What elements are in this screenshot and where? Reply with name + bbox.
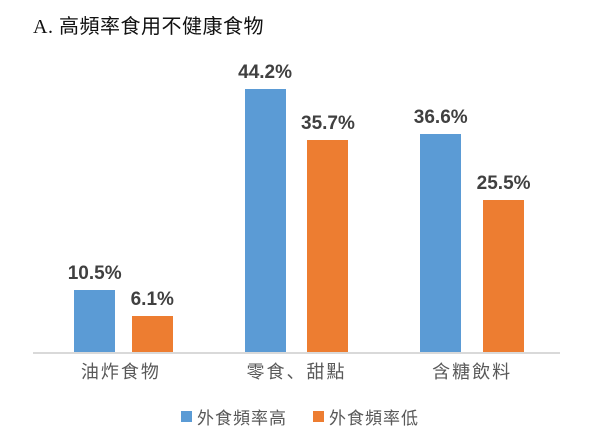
x-axis: 油炸食物 零食、甜點 含糖飲料 [33,358,560,384]
data-label: 25.5% [476,173,531,195]
legend-item: 外食頻率高 [181,404,287,429]
bar-group: 36.6% 25.5% [384,107,560,352]
legend-swatch-icon [313,411,324,422]
bar-column: 44.2% [238,62,292,352]
legend-label: 外食頻率高 [197,409,287,428]
bar [74,290,116,352]
data-label: 6.1% [130,289,174,311]
category-label: 零食、甜點 [246,362,347,382]
bar-column: 6.1% [130,289,174,352]
legend-item: 外食頻率低 [313,404,419,429]
bar [483,200,525,352]
bar-column: 10.5% [67,263,122,352]
legend: 外食頻率高 外食頻率低 [0,404,600,429]
plot-area: 10.5% 6.1% 44.2% 35.7% 36.6% 25.5% [33,52,560,354]
category-label: 含糖飲料 [432,362,513,382]
bar-column: 25.5% [476,173,531,352]
bar-column: 36.6% [413,107,468,352]
data-label: 44.2% [238,62,292,84]
bar [244,89,286,352]
bar-group: 10.5% 6.1% [33,263,209,352]
bar-group: 44.2% 35.7% [209,62,385,352]
bar [131,316,173,352]
data-label: 36.6% [413,107,468,129]
legend-label: 外食頻率低 [329,409,419,428]
data-label: 10.5% [67,263,122,285]
bar [307,140,349,352]
bar-groups: 10.5% 6.1% 44.2% 35.7% 36.6% 25.5% [33,52,560,352]
bar [420,134,462,352]
data-label: 35.7% [301,113,355,135]
chart-title: A. 高頻率食用不健康食物 [33,16,264,38]
legend-swatch-icon [181,411,192,422]
bar-column: 35.7% [301,113,355,352]
category-label: 油炸食物 [80,362,161,382]
